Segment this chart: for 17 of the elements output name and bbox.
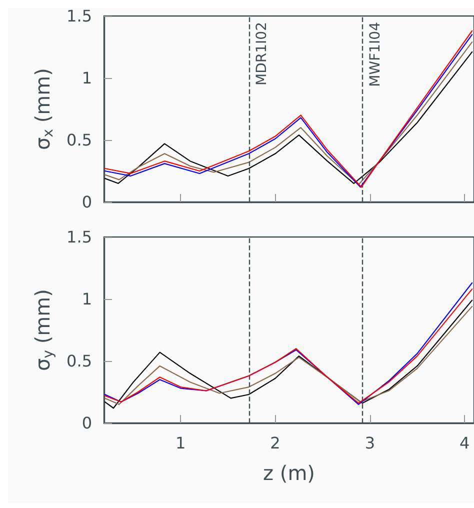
y-tick-label: 0 [82, 192, 92, 212]
y-tick-label: 1.5 [66, 228, 92, 246]
x-tick-label: 2 [270, 434, 280, 452]
x-axis-title: z (m) [263, 461, 315, 485]
x-tick-label: 4 [459, 434, 470, 452]
ref-line-label: MDR1I02 [254, 22, 270, 86]
y-tick-label: 0 [82, 414, 92, 432]
y-axis-title: σx (mm) [30, 68, 57, 150]
y-tick-label: 1.5 [66, 6, 92, 26]
y-axis-title: σy (mm) [30, 289, 57, 371]
ref-line-label: MWF1I04 [367, 22, 384, 87]
y-tick-label: 1 [82, 68, 92, 88]
y-tick-label: 1 [82, 290, 92, 308]
x-tick-label: 3 [364, 434, 375, 452]
x-tick-label: 1 [176, 434, 186, 452]
y-tick-label: 0.5 [66, 352, 92, 370]
y-tick-label: 0.5 [66, 130, 92, 150]
